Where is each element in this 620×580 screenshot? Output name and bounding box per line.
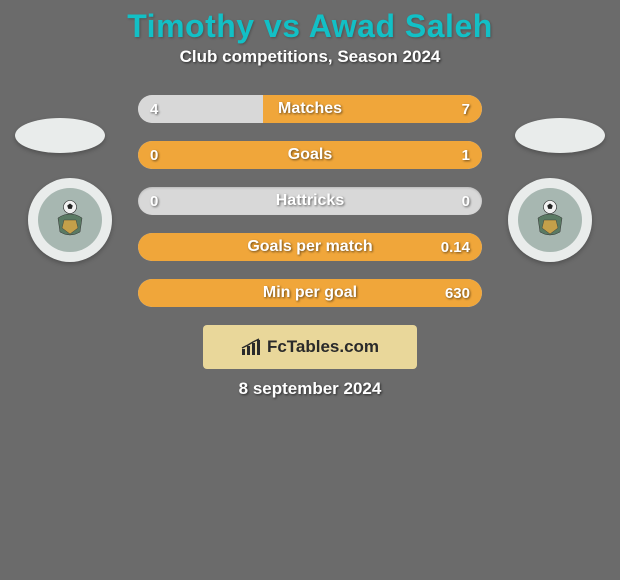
stat-fill-right: [138, 141, 482, 169]
club-right-badge: [508, 178, 592, 262]
date-text: 8 september 2024: [0, 379, 620, 399]
stat-label: Hattricks: [138, 187, 482, 215]
stat-row: 0 0Hattricks: [138, 187, 482, 215]
stat-value-right: 0: [462, 187, 470, 215]
soccer-ball-icon: [48, 198, 92, 242]
stat-fill-right: [138, 233, 482, 261]
page-subtitle: Club competitions, Season 2024: [0, 47, 620, 67]
player-right-avatar: [515, 118, 605, 153]
stat-fill-right: [138, 279, 482, 307]
stat-value-left: 0: [150, 141, 158, 169]
club-left-crest: [38, 188, 102, 252]
stats-column: 47Matches01Goals00Hattricks0.14Goals per…: [138, 95, 482, 307]
stat-value-right: 7: [462, 95, 470, 123]
watermark-text: FcTables.com: [267, 337, 379, 357]
comparison-card: Timothy vs Awad Saleh Club competitions,…: [0, 0, 620, 399]
stat-row: 47Matches: [138, 95, 482, 123]
stat-fill-right: [263, 95, 482, 123]
soccer-ball-icon: [528, 198, 572, 242]
chart-icon: [241, 338, 263, 356]
page-title: Timothy vs Awad Saleh: [0, 8, 620, 45]
watermark-badge: FcTables.com: [203, 325, 417, 369]
stat-value-left: 0: [150, 187, 158, 215]
club-right-crest: [518, 188, 582, 252]
stat-value-right: 630: [445, 279, 470, 307]
stat-value-right: 1: [462, 141, 470, 169]
stat-value-right: 0.14: [441, 233, 470, 261]
stat-row: 630Min per goal: [138, 279, 482, 307]
stat-row: 0.14Goals per match: [138, 233, 482, 261]
stat-value-left: 4: [150, 95, 158, 123]
player-left-avatar: [15, 118, 105, 153]
club-left-badge: [28, 178, 112, 262]
stat-row: 01Goals: [138, 141, 482, 169]
